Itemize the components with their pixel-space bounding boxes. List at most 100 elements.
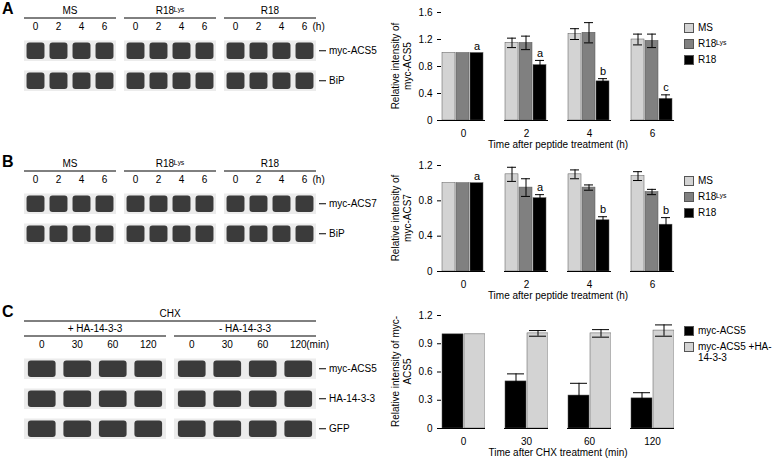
svg-text:0.9: 0.9 [419,338,433,349]
svg-text:myc-ACS5: myc-ACS5 [329,45,377,56]
svg-text:BiP: BiP [329,228,345,239]
html-text:Relative intensity of myc-ACS5: Relative intensity of myc-ACS5 [390,22,413,110]
svg-text:30: 30 [222,339,234,350]
svg-text:0: 0 [33,21,39,32]
svg-text:R18: R18 [261,5,280,16]
svg-text:6: 6 [650,279,656,290]
html-text:Relative intensity of myc-ACS7: Relative intensity of myc-ACS7 [390,174,413,262]
svg-text:0: 0 [461,279,467,290]
svg-text:0: 0 [233,174,239,185]
svg-text:myc-ACS5: myc-ACS5 [329,363,377,374]
svg-text:- HA-14-3-3: - HA-14-3-3 [219,323,272,334]
svg-text:0: 0 [461,436,467,447]
svg-text:0: 0 [233,21,239,32]
svg-text:2: 2 [156,21,162,32]
svg-text:a: a [474,170,481,182]
svg-text:Time after CHX treatment (min): Time after CHX treatment (min) [488,447,627,458]
svg-text:0.4: 0.4 [419,230,433,241]
svg-text:0: 0 [33,174,39,185]
svg-text:0: 0 [427,423,433,434]
svg-text:CHX: CHX [159,308,180,319]
svg-text:0.8: 0.8 [419,61,433,72]
svg-text:4: 4 [79,174,85,185]
svg-text:2: 2 [524,279,530,290]
html-text:A: A [2,0,14,17]
svg-text:MS: MS [63,5,78,16]
svg-text:6: 6 [102,21,108,32]
html-text:MS: MS [698,175,713,186]
svg-text:a: a [474,40,481,52]
svg-text:120: 120 [644,436,661,447]
html-text:B: B [2,153,14,170]
svg-text:b: b [600,203,606,215]
svg-text:30: 30 [72,339,84,350]
svg-text:4: 4 [179,21,185,32]
svg-text:0: 0 [133,174,139,185]
svg-text:6: 6 [302,21,308,32]
html-text:MS: MS [698,22,713,33]
svg-text:0: 0 [427,115,433,126]
svg-text:0.3: 0.3 [419,394,433,405]
svg-text:4: 4 [587,128,593,139]
svg-text:R18: R18 [261,158,280,169]
svg-text:(min): (min) [306,339,329,350]
svg-text:BiP: BiP [329,75,345,86]
svg-text:6: 6 [202,174,208,185]
html-text:R18ᴸʸˢ: R18ᴸʸˢ [698,38,727,49]
svg-text:2: 2 [56,21,62,32]
svg-text:0: 0 [133,21,139,32]
svg-text:1.2: 1.2 [419,34,433,45]
svg-text:Time after peptide treatment (: Time after peptide treatment (h) [488,139,628,150]
svg-text:a: a [537,47,544,59]
svg-text:0.8: 0.8 [419,195,433,206]
svg-text:0: 0 [189,339,195,350]
svg-text:2: 2 [56,174,62,185]
svg-text:2: 2 [524,128,530,139]
svg-text:GFP: GFP [329,423,350,434]
html-text:Relative intensity of myc-ACS5: Relative intensity of myc-ACS5 [390,315,413,428]
svg-text:4: 4 [279,21,285,32]
svg-text:1.2: 1.2 [419,310,433,321]
svg-text:0: 0 [427,266,433,277]
html-text:R18: R18 [698,54,717,65]
svg-text:6: 6 [202,21,208,32]
svg-text:0.4: 0.4 [419,88,433,99]
svg-text:myc-ACS7: myc-ACS7 [329,198,377,209]
svg-text:0: 0 [39,339,45,350]
svg-text:MS: MS [63,158,78,169]
svg-text:2: 2 [156,174,162,185]
svg-text:4: 4 [587,279,593,290]
svg-text:120: 120 [290,339,307,350]
svg-text:6: 6 [102,174,108,185]
svg-text:c: c [663,81,669,93]
svg-text:2: 2 [256,174,262,185]
svg-text:2: 2 [256,21,262,32]
svg-text:60: 60 [584,436,596,447]
svg-text:HA-14-3-3: HA-14-3-3 [329,393,376,404]
svg-text:R18ᴸʸˢ: R18ᴸʸˢ [156,158,185,169]
svg-text:60: 60 [257,339,269,350]
svg-text:4: 4 [179,174,185,185]
svg-text:0: 0 [461,128,467,139]
svg-text:4: 4 [279,174,285,185]
svg-text:6: 6 [302,174,308,185]
svg-text:(h): (h) [313,21,325,32]
html-text:C: C [2,303,14,320]
svg-text:1.2: 1.2 [419,160,433,171]
svg-text:6: 6 [650,128,656,139]
svg-text:1.6: 1.6 [419,7,433,18]
svg-text:(h): (h) [313,174,325,185]
svg-text:b: b [600,65,606,77]
svg-text:60: 60 [107,339,119,350]
svg-text:a: a [537,181,544,193]
svg-text:0.6: 0.6 [419,366,433,377]
svg-text:4: 4 [79,21,85,32]
svg-text:30: 30 [521,436,533,447]
svg-text:b: b [663,204,669,216]
svg-text:120: 120 [140,339,157,350]
svg-text:Time after peptide treatment (: Time after peptide treatment (h) [488,290,628,301]
svg-text:R18ᴸʸˢ: R18ᴸʸˢ [156,5,185,16]
html-text:myc-ACS5 +HA-14-3-3: myc-ACS5 +HA-14-3-3 [698,341,772,363]
html-text:R18ᴸʸˢ: R18ᴸʸˢ [698,191,727,202]
svg-text:+ HA-14-3-3: + HA-14-3-3 [68,323,123,334]
